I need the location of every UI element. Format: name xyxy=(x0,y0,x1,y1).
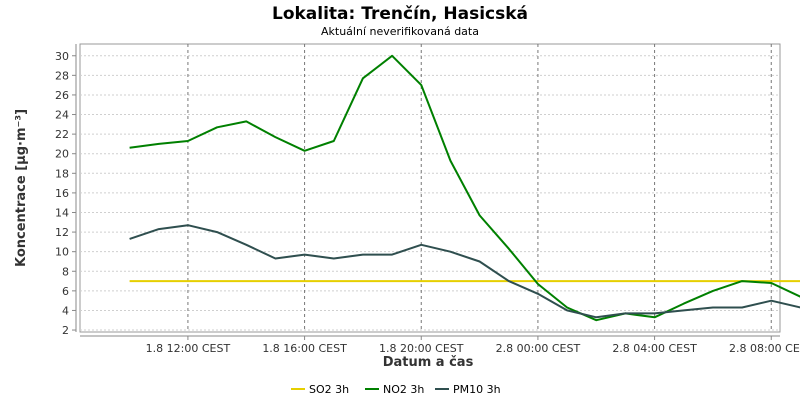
y-tick-label: 28 xyxy=(55,69,69,82)
legend-item-no2-3h: NO2 3h xyxy=(365,383,424,396)
y-tick-label: 22 xyxy=(55,128,69,141)
y-tick-label: 30 xyxy=(55,50,69,63)
x-axis-ticks: 1.8 12:00 CEST 1.8 16:00 CEST 1.8 20:00 CE… xyxy=(146,336,800,355)
x-tick-label: 2.8 00:00 CEST xyxy=(496,342,581,355)
y-tick-label: 6 xyxy=(62,285,69,298)
legend-item-so2-3h: SO2 3h xyxy=(291,383,349,396)
y-tick-label: 24 xyxy=(55,109,69,122)
x-tick-label: 1.8 12:00 CEST xyxy=(146,342,231,355)
x-tick-label: 2.8 04:00 CEST xyxy=(612,342,697,355)
y-tick-label: 10 xyxy=(55,246,69,259)
chart-title: Lokalita: Trenčín, Hasicská xyxy=(272,4,528,24)
y-tick-label: 14 xyxy=(55,206,69,219)
series-line-no2-3h xyxy=(129,54,800,322)
y-tick-label: 8 xyxy=(62,265,69,278)
plot-area xyxy=(79,43,781,333)
y-tick-label: 4 xyxy=(62,304,69,317)
series-line-pm10-3h xyxy=(129,224,800,319)
legend: SO2 3h NO2 3h PM10 3h xyxy=(291,383,501,396)
chart-subtitle: Aktuální neverifikovaná data xyxy=(321,25,479,38)
legend-item-pm10-3h: PM10 3h xyxy=(435,383,501,396)
y-axis-label: Koncentrace [µg·m⁻³] xyxy=(14,109,29,267)
y-tick-label: 2 xyxy=(62,324,69,337)
y-tick-label: 18 xyxy=(55,167,69,180)
y-tick-label: 12 xyxy=(55,226,69,239)
y-tick-label: 26 xyxy=(55,89,69,102)
y-tick-label: 20 xyxy=(55,148,69,161)
legend-label: NO2 3h xyxy=(383,383,424,396)
legend-label: PM10 3h xyxy=(453,383,501,396)
grid-lines xyxy=(80,44,780,332)
x-tick-label: 1.8 16:00 CEST xyxy=(262,342,347,355)
series-lines xyxy=(129,54,800,322)
x-tick-label: 2.8 08:00 CEST xyxy=(729,342,800,355)
x-axis-label: Datum a čas xyxy=(383,355,474,370)
legend-label: SO2 3h xyxy=(309,383,349,396)
x-tick-label: 1.8 20:00 CEST xyxy=(379,342,464,355)
y-tick-label: 16 xyxy=(55,187,69,200)
